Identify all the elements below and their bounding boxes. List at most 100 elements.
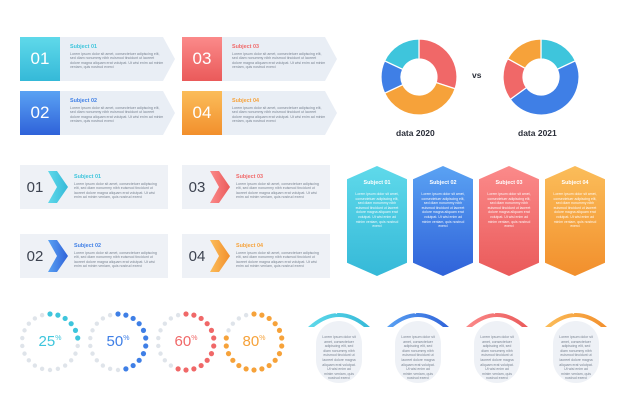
hexagon-1: Subject 01 Lorem ipsum dolor sit amet, co… xyxy=(347,166,407,276)
progress-dot xyxy=(90,351,95,356)
percent-sign: % xyxy=(123,335,130,342)
banner-04: 04 Subject 04 Lorem ipsum dolor sit amet, … xyxy=(182,91,337,135)
progress-dot xyxy=(259,312,265,318)
chevron-number: 02 xyxy=(26,247,44,265)
progress-dot xyxy=(251,311,257,317)
banner-title: Subject 03 xyxy=(232,44,259,50)
chevron-text: Lorem ipsum dolor sit amet, consectetuer… xyxy=(236,182,319,200)
chevron-banner-02: 02 Subject 02 Lorem ipsum dolor sit amet, … xyxy=(20,234,170,278)
progress-dot xyxy=(266,362,272,369)
banner-number: 04 xyxy=(182,91,222,135)
banner-02: 02 Subject 02 Lorem ipsum dolor sit amet, … xyxy=(20,91,175,135)
card-title: Subject 01 xyxy=(325,309,353,315)
progress-dot xyxy=(156,335,161,341)
progress-dot xyxy=(191,312,197,318)
progress-ring xyxy=(156,311,217,373)
card-body xyxy=(553,321,599,383)
progress-dot xyxy=(136,357,142,363)
progress-dot xyxy=(39,312,45,318)
hexagon-2: Subject 02 Lorem ipsum dolor sit amet, co… xyxy=(413,166,473,276)
progress-dot xyxy=(47,367,53,373)
progress-dot xyxy=(259,366,265,372)
progress-dot xyxy=(68,321,74,327)
hexagon-text: Lorem ipsum dolor sit amet, consectetuer… xyxy=(553,192,597,229)
hexagon-title: Subject 04 xyxy=(561,180,589,186)
progress-dot xyxy=(276,351,283,357)
progress-percent: 60% xyxy=(161,333,211,350)
progress-dot xyxy=(223,343,229,349)
progress-dot xyxy=(26,358,32,363)
banner-number: 03 xyxy=(182,37,222,81)
progress-dot xyxy=(107,312,113,318)
donut-slice xyxy=(383,38,420,71)
percent-sign: % xyxy=(191,335,198,342)
card-text: Lorem ipsum dolor sit amet, consectetuer… xyxy=(322,335,356,381)
banner-title: Subject 01 xyxy=(70,44,97,50)
progress-dot xyxy=(272,357,278,363)
progress-dot xyxy=(211,335,217,341)
card-3: Subject 03 Lorem ipsum dolor sit amet, co… xyxy=(466,305,524,385)
hexagon-title: Subject 03 xyxy=(495,180,523,186)
progress-percent: 25% xyxy=(25,333,75,350)
progress-dot xyxy=(191,366,197,372)
progress-value: 80 xyxy=(242,333,260,350)
progress-value: 25 xyxy=(38,333,56,350)
progress-dot xyxy=(158,328,163,333)
progress-dot xyxy=(175,312,181,318)
progress-dot xyxy=(123,312,129,318)
progress-dot xyxy=(230,357,236,363)
progress-dot xyxy=(236,316,242,321)
progress-ring xyxy=(20,311,81,373)
progress-dot xyxy=(140,327,147,333)
banner-03: 03 Subject 03 Lorem ipsum dolor sit amet, … xyxy=(182,37,337,81)
chevron-number: 03 xyxy=(188,178,206,196)
banner-01: 01 Subject 01 Lorem ipsum dolor sit amet, … xyxy=(20,37,175,81)
chevron-text: Lorem ipsum dolor sit amet, consectetuer… xyxy=(74,251,157,269)
progress-dot xyxy=(32,316,38,321)
progress-dot xyxy=(140,351,147,357)
banner-body: Subject 03 Lorem ipsum dolor sit amet, co… xyxy=(222,37,337,81)
card-body xyxy=(395,321,441,383)
progress-dot xyxy=(55,312,61,318)
card-2: Subject 02 Lorem ipsum dolor sit amet, co… xyxy=(387,305,445,385)
progress-dot xyxy=(243,366,249,372)
progress-dot xyxy=(236,362,242,369)
progress-dot xyxy=(158,351,163,356)
banner-body: Subject 01 Lorem ipsum dolor sit amet, co… xyxy=(60,37,175,81)
card-1: Subject 01 Lorem ipsum dolor sit amet, co… xyxy=(308,305,366,385)
card-title: Subject 03 xyxy=(483,309,511,315)
chevron-banner-04: 04 Subject 04 Lorem ipsum dolor sit amet, … xyxy=(182,234,332,278)
vs-label: vs xyxy=(472,70,482,80)
hexagon-text: Lorem ipsum dolor sit amet, consectetuer… xyxy=(355,192,399,229)
donut-label-2020: data 2020 xyxy=(396,128,435,138)
progress-dot xyxy=(100,363,106,368)
progress-dot xyxy=(162,321,168,326)
donut-slice xyxy=(383,81,456,116)
chevron-banner-03: 03 Subject 03 Lorem ipsum dolor sit amet, … xyxy=(182,165,332,209)
progress-dot xyxy=(115,367,121,373)
card-4: Subject 04 Lorem ipsum dolor sit amet, co… xyxy=(545,305,603,385)
progress-dot xyxy=(100,316,106,321)
progress-dot xyxy=(26,321,32,326)
donut-slice xyxy=(509,60,580,116)
banner-number: 02 xyxy=(20,91,60,135)
chevron-title: Subject 04 xyxy=(236,243,263,249)
chevron-number: 04 xyxy=(188,247,206,265)
progress-dot xyxy=(225,351,232,357)
progress-dot xyxy=(243,312,249,318)
progress-dot xyxy=(162,358,168,363)
progress-dot xyxy=(90,328,95,333)
progress-dot xyxy=(198,362,204,369)
progress-dot xyxy=(68,358,74,363)
progress-dot xyxy=(143,343,149,349)
progress-dot xyxy=(20,343,25,349)
donut-slice xyxy=(418,38,458,90)
chevron-text: Lorem ipsum dolor sit amet, consectetuer… xyxy=(236,251,319,269)
donut-slice xyxy=(506,38,542,70)
progress-dot xyxy=(88,343,93,349)
banner-text: Lorem ipsum dolor sit amet, consectetuer… xyxy=(232,52,326,70)
progress-dot xyxy=(115,311,121,317)
card-body xyxy=(474,321,520,383)
progress-dot xyxy=(183,311,189,317)
progress-value: 50 xyxy=(106,333,124,350)
